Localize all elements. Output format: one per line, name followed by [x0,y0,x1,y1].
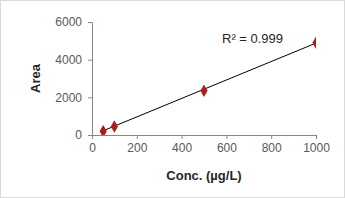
y-tick-label: 6000 [55,15,82,29]
y-tick-label: 2000 [55,91,82,105]
y-tick: 6000 [55,15,92,29]
trend-line [103,43,316,131]
chart: 0 2000 4000 6000 0 200 400 600 800 1000 Conc. (µg/… [0,0,345,198]
x-axis: 0 200 400 600 800 1000 [89,135,330,155]
x-tick: 600 [217,135,237,155]
x-tick-mark [226,135,227,139]
x-tick-mark [182,135,183,139]
x-tick-label: 200 [127,141,147,155]
x-tick: 800 [262,135,282,155]
x-tick-label: 0 [89,141,96,155]
x-tick-label: 400 [172,141,192,155]
y-tick: 2000 [55,91,92,105]
x-tick-label: 1000 [303,141,330,155]
y-axis-line [88,23,93,136]
x-tick-label: 800 [262,141,282,155]
x-tick: 400 [172,135,192,155]
x-tick-mark [271,135,272,139]
y-tick-mark [88,60,92,61]
data-point [200,84,207,96]
x-axis-line [93,136,317,140]
x-tick-mark [137,135,138,139]
x-tick: 1000 [303,135,330,155]
data-point [111,120,118,132]
x-tick-label: 600 [217,141,237,155]
y-tick: 4000 [55,53,92,67]
x-tick: 0 [89,135,96,155]
x-tick: 200 [127,135,147,155]
x-axis-title: Conc. (µg/L) [166,168,241,183]
y-tick-label: 0 [75,128,82,142]
y-tick-label: 4000 [55,53,82,67]
y-tick-mark [88,22,92,23]
y-axis-title: Area [28,63,43,93]
y-axis: 0 2000 4000 6000 [55,15,92,142]
x-tick-mark [316,135,317,139]
y-tick-mark [88,135,92,136]
data-point [312,36,316,48]
y-tick-mark [88,97,92,98]
plot-area [100,36,316,135]
annotation: R² = 0.999 [222,31,283,46]
x-tick-mark [92,135,93,139]
data-point [100,125,107,135]
chart-border [1,1,345,198]
